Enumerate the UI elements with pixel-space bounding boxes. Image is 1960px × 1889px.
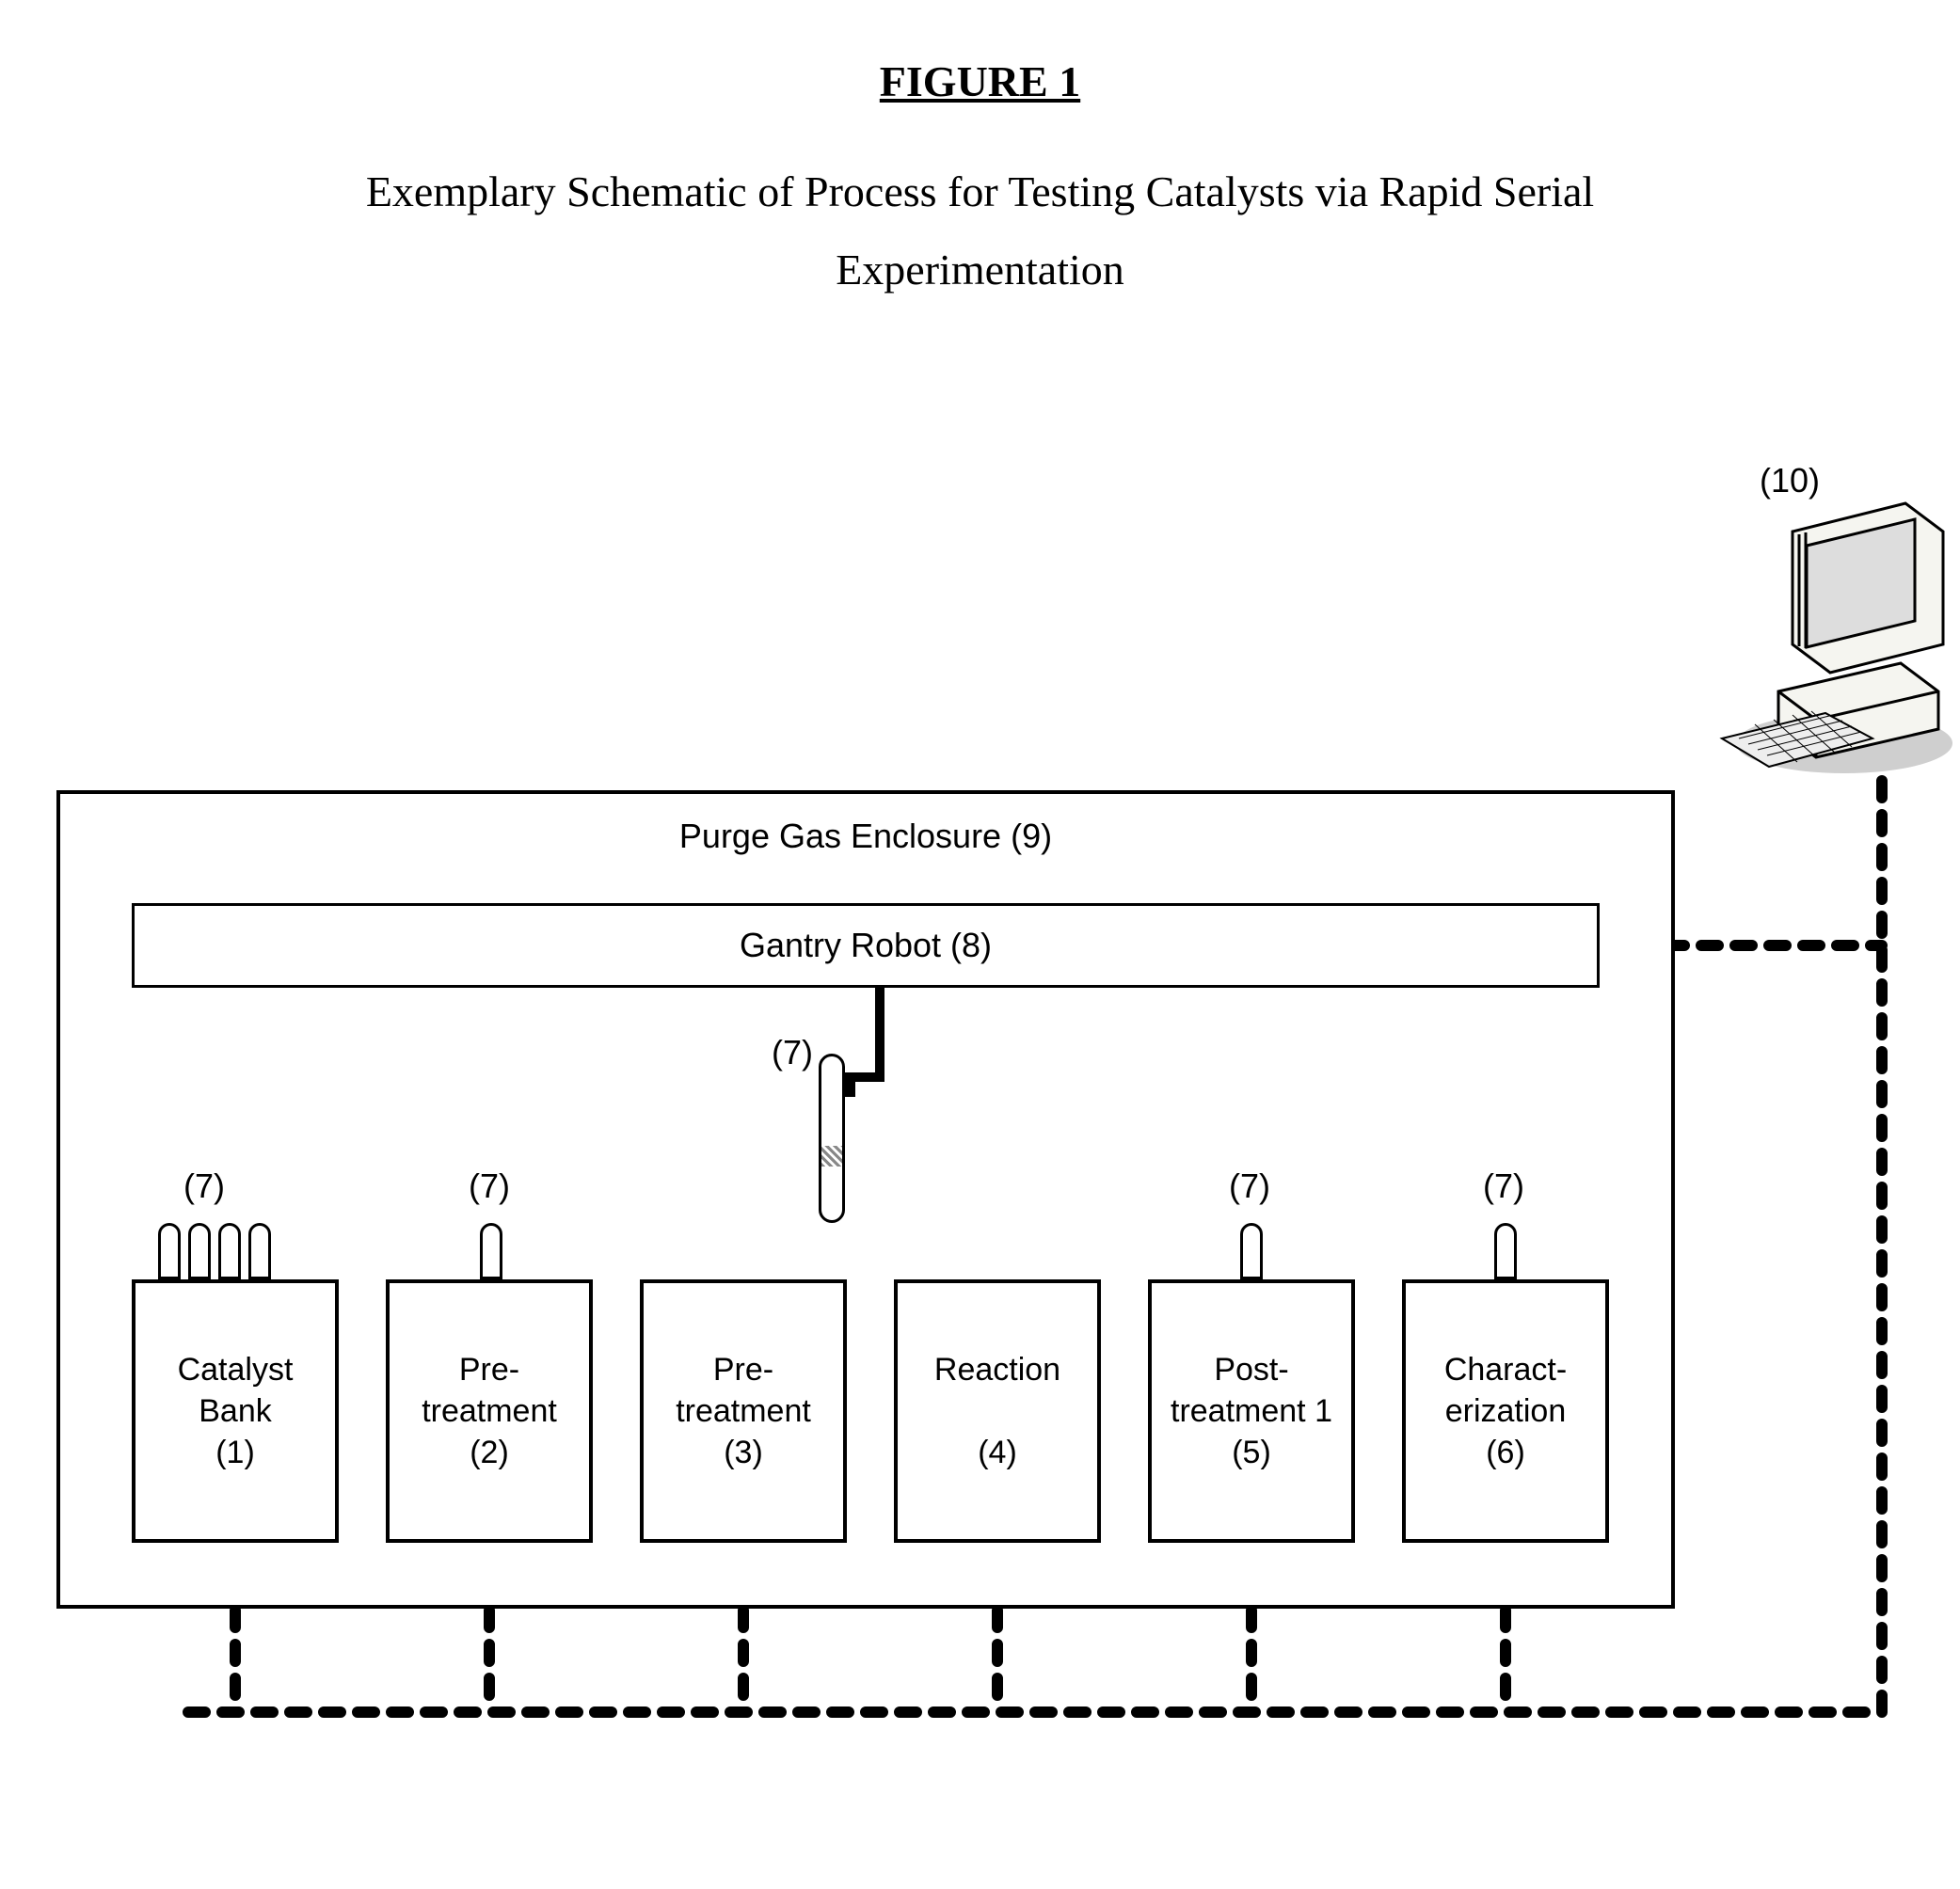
station-text: (6) <box>1486 1432 1525 1473</box>
reactor-tube <box>158 1223 181 1279</box>
reactor-tube <box>188 1223 211 1279</box>
gantry-robot-label: Gantry Robot (8) <box>740 926 992 965</box>
reactor-tube <box>1240 1223 1263 1279</box>
station-text <box>993 1390 1001 1432</box>
station-text: (5) <box>1232 1432 1271 1473</box>
held-tube-label: (7) <box>772 1033 813 1072</box>
reactor-tube <box>480 1223 502 1279</box>
tube-label: (7) <box>1229 1167 1270 1206</box>
station-posttreatment-1: Post-treatment 1(5) <box>1148 1279 1355 1543</box>
station-text: Catalyst <box>178 1349 294 1390</box>
station-text: Charact- <box>1444 1349 1567 1390</box>
station-catalyst-bank: CatalystBank(1) <box>132 1279 339 1543</box>
station-characterization: Charact-erization(6) <box>1402 1279 1609 1543</box>
station-reaction: Reaction (4) <box>894 1279 1101 1543</box>
reactor-tube <box>1494 1223 1517 1279</box>
purge-gas-enclosure-label: Purge Gas Enclosure (9) <box>56 817 1675 856</box>
gantry-robot: Gantry Robot (8) <box>132 903 1600 988</box>
station-text: erization <box>1445 1390 1567 1432</box>
station-pretreatment-2: Pre-treatment(2) <box>386 1279 593 1543</box>
reactor-tube <box>248 1223 271 1279</box>
tube-label: (7) <box>469 1167 510 1206</box>
station-text: Reaction <box>934 1349 1060 1390</box>
station-text: treatment 1 <box>1171 1390 1332 1432</box>
station-text: treatment <box>676 1390 811 1432</box>
station-text: Post- <box>1214 1349 1288 1390</box>
robot-arm-vertical <box>875 988 884 1082</box>
station-text: Pre- <box>459 1349 519 1390</box>
schematic-diagram: Purge Gas Enclosure (9) Gantry Robot (8)… <box>0 56 1960 1889</box>
tube-label: (7) <box>183 1167 225 1206</box>
station-text: (2) <box>470 1432 509 1473</box>
station-text: (3) <box>724 1432 763 1473</box>
held-reactor-tube <box>819 1054 845 1223</box>
station-pretreatment-3: Pre-treatment(3) <box>640 1279 847 1543</box>
station-text: treatment <box>422 1390 557 1432</box>
station-text: (4) <box>978 1432 1017 1473</box>
reactor-tube <box>218 1223 241 1279</box>
tube-label: (7) <box>1483 1167 1524 1206</box>
station-text: Bank <box>199 1390 272 1432</box>
station-text: Pre- <box>713 1349 773 1390</box>
computer-icon <box>1713 480 1957 781</box>
station-text: (1) <box>215 1432 255 1473</box>
